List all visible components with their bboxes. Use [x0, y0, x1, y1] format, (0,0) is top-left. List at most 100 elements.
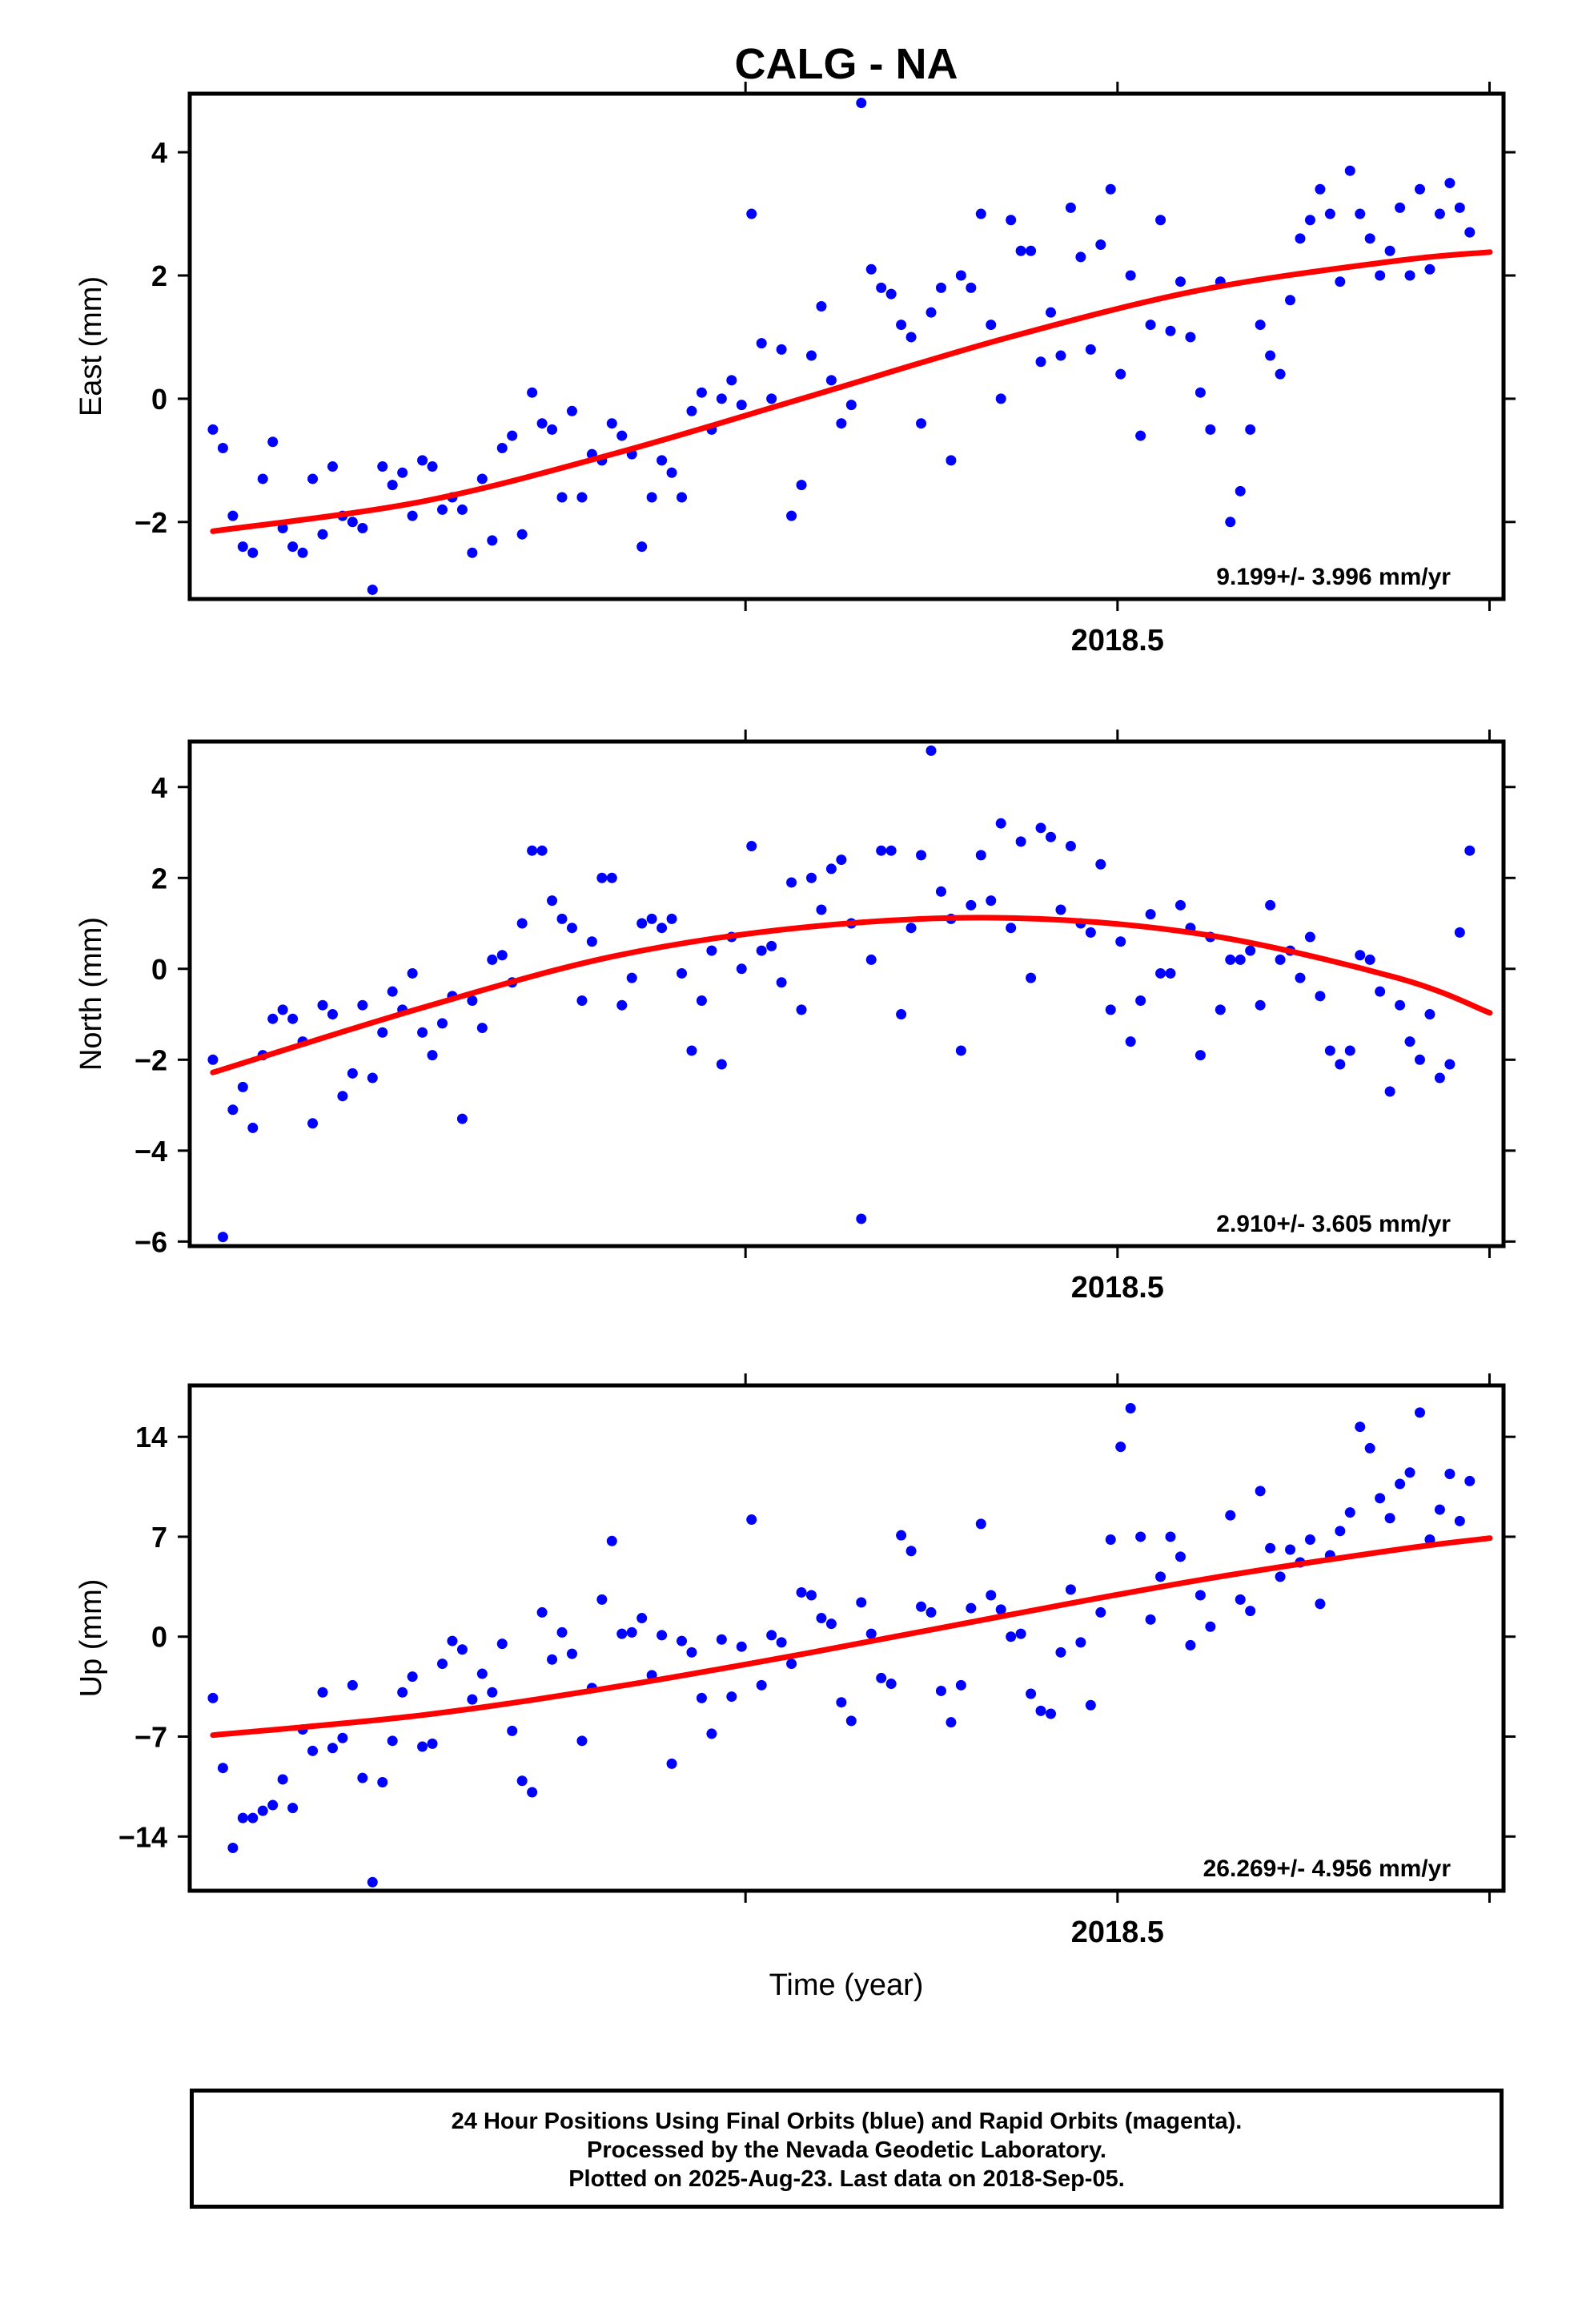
east-data-point: [1174, 276, 1186, 287]
north-data-point: [1315, 991, 1326, 1002]
north-data-point: [825, 863, 837, 875]
up-data-point: [327, 1743, 338, 1754]
east-data-point: [1444, 178, 1456, 189]
up-data-point: [217, 1763, 228, 1774]
caption-line-1: 24 Hour Positions Using Final Orbits (bl…: [451, 2109, 1243, 2134]
up-data-point: [1335, 1526, 1346, 1537]
north-data-point: [1444, 1059, 1456, 1070]
east-data-point: [845, 400, 857, 411]
north-data-point: [1275, 954, 1286, 965]
east-data-point: [1355, 208, 1366, 219]
north-y-tick-label: −2: [135, 1043, 167, 1076]
east-data-point: [1285, 295, 1296, 306]
north-fit-line: [210, 915, 1493, 1076]
east-data-point: [467, 547, 478, 558]
east-data-point: [836, 418, 847, 429]
up-data-point: [1174, 1551, 1186, 1562]
east-panel: 4 2 0 −2 2018.5 East (mm) 9.199+/- 3.996 mm/yr: [74, 82, 1516, 657]
north-data-point: [456, 1113, 468, 1124]
east-data-point: [516, 529, 528, 540]
east-data-point: [327, 461, 338, 472]
north-data-point: [516, 918, 528, 929]
up-points: [207, 1403, 1476, 1888]
north-data-point: [367, 1072, 378, 1084]
east-data-point: [397, 467, 408, 478]
north-data-point: [736, 963, 747, 975]
up-data-point: [656, 1630, 668, 1641]
north-data-point: [1304, 931, 1315, 943]
up-panel: 14 7 0 −7 −14 2018.5 Up (mm) 26.269+/- 4.956 mm…: [74, 1373, 1516, 1949]
east-data-point: [227, 510, 239, 521]
north-data-point: [1015, 836, 1026, 847]
north-panel: 4 2 0 −2 −4 −6 2018.5 North (mm) 2.910+/- 3.605 …: [74, 730, 1516, 1305]
north-data-point: [527, 845, 538, 856]
east-data-point: [277, 523, 288, 534]
north-points: [207, 745, 1476, 1243]
east-data-point: [876, 282, 887, 293]
north-data-point: [876, 845, 887, 856]
east-data-point: [1225, 517, 1236, 528]
up-data-point: [436, 1659, 448, 1670]
up-fit-line: [210, 1535, 1493, 1739]
caption-line-3: Plotted on 2025-Aug-23. Last data on 201…: [568, 2166, 1125, 2192]
north-data-point: [1065, 841, 1076, 852]
east-data-point: [487, 535, 498, 546]
east-y-tick-label: −2: [135, 506, 167, 539]
east-data-point: [786, 510, 797, 521]
north-data-point: [995, 818, 1006, 829]
up-data-point: [816, 1613, 827, 1624]
north-data-point: [277, 1004, 288, 1015]
up-data-point: [796, 1586, 807, 1598]
east-plot-frame: [187, 91, 1506, 601]
up-data-point: [1165, 1531, 1176, 1542]
north-y-tick-label: 0: [151, 953, 167, 986]
up-data-point: [417, 1741, 428, 1752]
north-data-point: [746, 841, 757, 852]
east-data-point: [1304, 215, 1315, 226]
up-data-point: [476, 1668, 488, 1679]
caption-box: 24 Hour Positions Using Final Orbits (bl…: [190, 2089, 1504, 2209]
east-data-point: [1464, 227, 1476, 238]
north-data-point: [1055, 904, 1066, 915]
up-data-point: [337, 1732, 348, 1743]
up-y-tick-label: 14: [135, 1421, 167, 1454]
north-data-point: [975, 850, 986, 861]
north-data-point: [816, 904, 827, 915]
east-data-point: [1255, 320, 1266, 331]
north-data-point: [606, 872, 617, 883]
north-data-point: [696, 995, 707, 1007]
north-data-point: [836, 854, 847, 866]
up-data-point: [367, 1876, 378, 1888]
up-data-point: [427, 1738, 438, 1749]
east-data-point: [606, 418, 617, 429]
east-data-point: [995, 393, 1006, 404]
north-data-point: [1035, 822, 1046, 834]
up-data-point: [1395, 1478, 1406, 1490]
up-data-point: [556, 1626, 568, 1638]
east-data-point: [816, 300, 827, 312]
up-data-point: [706, 1728, 717, 1739]
up-data-point: [1364, 1442, 1375, 1454]
north-y-tick-label: 2: [151, 862, 167, 895]
up-data-point: [736, 1641, 747, 1652]
up-data-point: [1454, 1515, 1465, 1526]
north-data-point: [1364, 954, 1375, 965]
north-data-point: [237, 1081, 248, 1092]
up-data-point: [786, 1659, 797, 1670]
up-data-point: [397, 1687, 408, 1698]
north-data-point: [536, 845, 548, 856]
north-data-point: [1105, 1004, 1116, 1015]
east-data-point: [287, 541, 299, 553]
up-data-point: [716, 1634, 727, 1645]
up-data-point: [726, 1691, 737, 1703]
up-data-point: [317, 1687, 328, 1698]
up-data-point: [1285, 1544, 1296, 1555]
east-data-point: [547, 424, 558, 435]
up-data-point: [247, 1812, 259, 1823]
east-data-point: [1026, 245, 1037, 256]
east-data-point: [865, 263, 877, 275]
north-data-point: [307, 1118, 319, 1129]
east-data-point: [1125, 270, 1136, 281]
east-data-point: [1324, 208, 1335, 219]
up-data-point: [1135, 1531, 1146, 1542]
